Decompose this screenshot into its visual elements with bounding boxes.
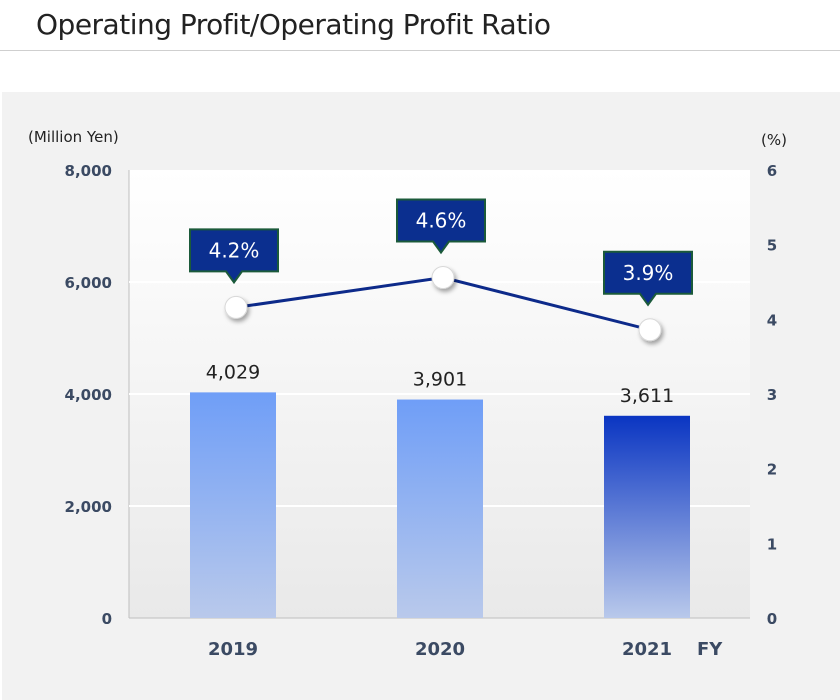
left-tick-label: 8,000 [65,162,112,180]
left-axis-unit: (Million Yen) [28,128,119,146]
ratio-line-series [224,266,662,342]
category-label: 2020 [415,639,465,660]
bar-2020 [397,399,483,618]
ratio-callout-label: 3.9% [623,261,674,285]
left-tick-label: 6,000 [65,274,112,292]
right-tick-label: 0 [767,610,777,628]
ratio-callout-label: 4.6% [416,209,467,233]
category-label: 2021 [622,639,672,660]
ratio-callout-box [396,198,486,255]
ratio-point-2019 [224,295,248,319]
bars [190,392,690,618]
left-axis-ticks: 0 2,000 4,000 6,000 8,000 [65,162,112,628]
category-labels: 2019 2020 2021 [208,639,672,660]
right-tick-label: 3 [767,386,777,404]
bar-value-label: 4,029 [206,361,260,383]
category-label: 2019 [208,639,258,660]
bar-2021 [604,415,690,618]
right-axis-unit: (%) [761,131,787,149]
ratio-callouts: 4.2% 4.6% 3.9% [189,198,693,307]
ratio-point-2021 [638,318,662,342]
right-axis-ticks: 0 1 2 3 4 5 6 [767,162,777,628]
left-tick-label: 4,000 [65,386,112,404]
right-tick-label: 5 [767,237,777,255]
ratio-callout-box [189,228,279,285]
bar-value-label: 3,901 [413,369,467,391]
right-tick-label: 4 [767,311,777,329]
ratio-point-2020 [431,266,455,290]
right-tick-label: 2 [767,461,777,479]
ratio-callout-box [603,250,693,307]
page-title: Operating Profit/Operating Profit Ratio [36,8,551,41]
right-tick-label: 6 [767,162,777,180]
bar-2019 [190,392,276,618]
title-divider [0,50,840,51]
left-tick-label: 0 [102,610,112,628]
right-tick-label: 1 [767,535,777,553]
fy-suffix-label: FY [697,639,723,660]
ratio-callout-label: 4.2% [209,238,260,262]
left-tick-label: 2,000 [65,498,112,516]
bar-value-label: 3,611 [620,385,674,407]
bar-labels: 4,029 3,901 3,611 [206,361,674,406]
